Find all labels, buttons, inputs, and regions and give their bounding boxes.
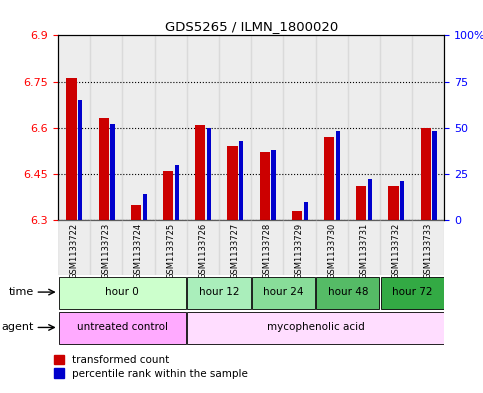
Bar bbox=[58, 35, 90, 220]
Bar bbox=[187, 220, 219, 275]
Bar bbox=[315, 35, 348, 220]
Text: hour 0: hour 0 bbox=[105, 287, 139, 297]
Text: hour 12: hour 12 bbox=[199, 287, 239, 297]
Title: GDS5265 / ILMN_1800020: GDS5265 / ILMN_1800020 bbox=[165, 20, 338, 33]
Text: hour 48: hour 48 bbox=[327, 287, 368, 297]
Legend: transformed count, percentile rank within the sample: transformed count, percentile rank withi… bbox=[54, 355, 248, 378]
FancyBboxPatch shape bbox=[187, 312, 444, 344]
Bar bbox=[187, 35, 219, 220]
Bar bbox=[432, 131, 437, 220]
FancyBboxPatch shape bbox=[252, 277, 315, 309]
Text: GSM1133726: GSM1133726 bbox=[199, 223, 207, 279]
Text: hour 24: hour 24 bbox=[263, 287, 304, 297]
Bar bbox=[284, 220, 315, 275]
Bar bbox=[78, 100, 82, 220]
FancyBboxPatch shape bbox=[58, 277, 186, 309]
Bar bbox=[304, 202, 308, 220]
Bar bbox=[400, 181, 404, 220]
Bar bbox=[219, 220, 251, 275]
Text: GSM1133727: GSM1133727 bbox=[230, 223, 240, 279]
Bar bbox=[412, 35, 444, 220]
Text: GSM1133731: GSM1133731 bbox=[359, 223, 369, 279]
Text: time: time bbox=[9, 287, 34, 297]
Bar bbox=[315, 220, 348, 275]
Bar bbox=[142, 194, 147, 220]
Bar bbox=[122, 35, 155, 220]
Bar bbox=[251, 35, 284, 220]
Bar bbox=[163, 171, 173, 220]
Bar bbox=[259, 152, 270, 220]
Bar bbox=[324, 137, 334, 220]
Bar bbox=[219, 35, 251, 220]
Bar bbox=[207, 128, 211, 220]
Bar bbox=[155, 35, 187, 220]
Text: GSM1133729: GSM1133729 bbox=[295, 223, 304, 279]
Bar bbox=[195, 125, 205, 220]
FancyBboxPatch shape bbox=[316, 277, 379, 309]
Bar bbox=[412, 220, 444, 275]
Text: GSM1133725: GSM1133725 bbox=[166, 223, 175, 279]
Text: GSM1133722: GSM1133722 bbox=[70, 223, 79, 279]
Bar bbox=[227, 146, 238, 220]
Bar bbox=[284, 35, 315, 220]
Text: hour 72: hour 72 bbox=[392, 287, 432, 297]
Bar bbox=[380, 35, 412, 220]
Bar bbox=[292, 211, 302, 220]
FancyBboxPatch shape bbox=[58, 312, 186, 344]
Text: GSM1133730: GSM1133730 bbox=[327, 223, 336, 279]
Bar bbox=[111, 124, 114, 220]
Text: GSM1133724: GSM1133724 bbox=[134, 223, 143, 279]
Text: GSM1133723: GSM1133723 bbox=[102, 223, 111, 279]
Text: GSM1133728: GSM1133728 bbox=[263, 223, 272, 279]
Bar bbox=[66, 79, 77, 220]
FancyBboxPatch shape bbox=[381, 277, 444, 309]
Text: untreated control: untreated control bbox=[77, 322, 168, 332]
Bar bbox=[348, 220, 380, 275]
Bar bbox=[421, 128, 431, 220]
Text: GSM1133733: GSM1133733 bbox=[424, 223, 433, 279]
FancyBboxPatch shape bbox=[187, 277, 251, 309]
Bar bbox=[90, 35, 122, 220]
Text: mycophenolic acid: mycophenolic acid bbox=[267, 322, 365, 332]
Bar bbox=[336, 131, 340, 220]
Bar bbox=[90, 220, 122, 275]
Text: agent: agent bbox=[1, 322, 34, 332]
Bar bbox=[155, 220, 187, 275]
Bar bbox=[380, 220, 412, 275]
Bar bbox=[239, 141, 243, 220]
Bar bbox=[122, 220, 155, 275]
Bar bbox=[368, 180, 372, 220]
Bar bbox=[131, 205, 141, 220]
Bar bbox=[356, 186, 367, 220]
Bar bbox=[251, 220, 284, 275]
Bar bbox=[271, 150, 275, 220]
Bar bbox=[99, 119, 109, 220]
Text: GSM1133732: GSM1133732 bbox=[392, 223, 400, 279]
Bar bbox=[175, 165, 179, 220]
Bar bbox=[58, 220, 90, 275]
Bar bbox=[388, 186, 398, 220]
Bar bbox=[348, 35, 380, 220]
